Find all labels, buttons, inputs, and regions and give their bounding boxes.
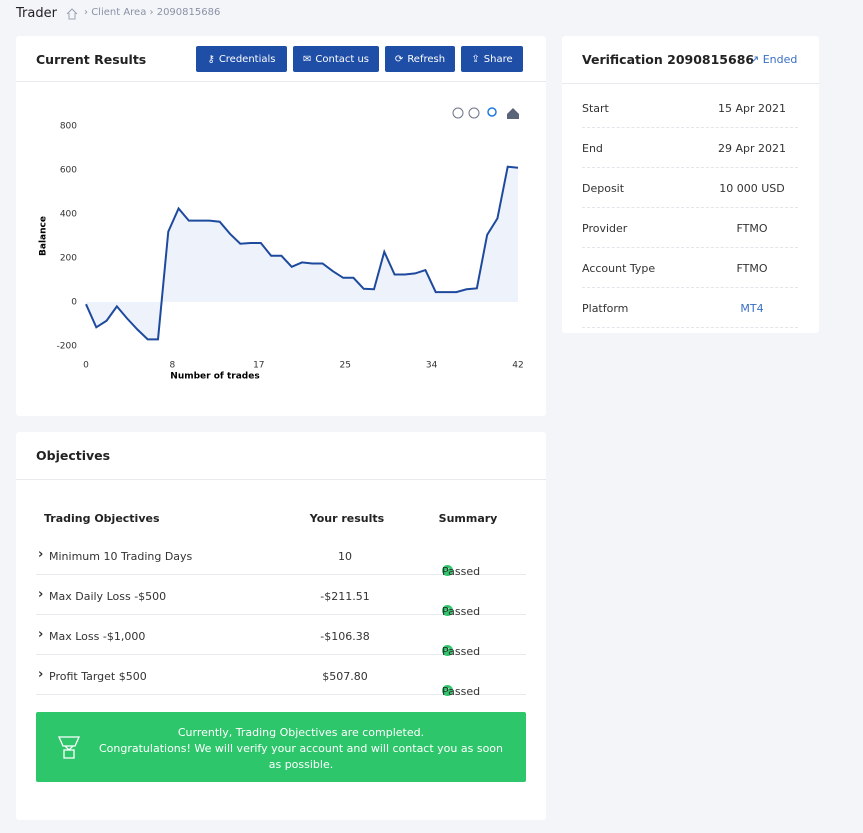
results-card: Current Results ⚷ Credentials ✉ Contact …: [16, 36, 546, 416]
info-label: Platform: [582, 302, 629, 315]
x-tick-label: 34: [426, 361, 438, 371]
chevron: ›: [38, 667, 44, 682]
info-row: Start 15 Apr 2021: [582, 88, 798, 128]
header-text: Your results: [309, 512, 385, 525]
info-value: FTMO: [736, 222, 768, 235]
objective-name: Profit Target $500: [49, 670, 147, 683]
x-tick-label: 42: [512, 361, 523, 371]
objectives-card: Objectives Trading Objectives Your resul…: [16, 432, 546, 820]
chevron: ›: [38, 547, 44, 562]
divider: [16, 81, 546, 82]
header-text: Summary: [438, 512, 498, 525]
breadcrumb: › Client Area › 2090815686: [84, 7, 221, 18]
column-header: Trading Objectives: [44, 512, 160, 525]
objective-row[interactable]: › Minimum 10 Trading Days 10 ✓ Passed: [36, 535, 526, 578]
objective-row[interactable]: › Max Daily Loss -$500 -$211.51 ✓ Passed: [36, 575, 526, 618]
chart: -200 0 200 400 600 800 0 8 17 25 34 42 Number of tra…: [39, 107, 524, 382]
zoom[interactable]: [487, 107, 497, 117]
info-value: 15 Apr 2021: [717, 102, 787, 115]
button-label: Share: [483, 53, 513, 65]
x-tick-label: 8: [170, 361, 176, 371]
info-value: FTMO: [736, 262, 768, 275]
banner-line: Congratulations! We will verify your acc…: [98, 742, 504, 771]
trophy-icon: [57, 736, 81, 759]
zoom-out[interactable]: [468, 107, 480, 119]
info-label: Provider: [582, 222, 628, 235]
status-label: Ended: [762, 53, 798, 66]
objective-result: -$211.51: [320, 590, 370, 603]
info-value: 29 Apr 2021: [717, 142, 787, 155]
y-tick-label: 800: [60, 122, 77, 132]
objective-result: 10: [338, 550, 352, 563]
objective-result: -$106.38: [320, 630, 370, 643]
y-tick-label: -200: [57, 342, 78, 352]
y-axis-label: Balance: [39, 216, 49, 256]
objective-row[interactable]: › Max Loss -$1,000 -$106.38 ✓ Passed: [36, 615, 526, 658]
info-value: 10 000 USD: [719, 182, 785, 195]
refresh-button[interactable]: ⟳ Refresh: [385, 46, 455, 72]
info-row: Platform MT4: [582, 288, 798, 328]
y-tick-label: 600: [60, 166, 77, 176]
card-title: Objectives: [36, 448, 111, 463]
reset-zoom[interactable]: [507, 108, 519, 119]
objective-name: Minimum 10 Trading Days: [49, 550, 193, 563]
page-title: Trader: [16, 6, 57, 21]
check-icon: ✓: [442, 685, 453, 696]
home-icon[interactable]: [66, 8, 78, 20]
info-row: End 29 Apr 2021: [582, 128, 798, 168]
x-tick-label: 0: [83, 361, 89, 371]
status: ↗ Ended: [750, 53, 798, 66]
x-tick-label: 25: [339, 361, 350, 371]
credentials-button[interactable]: ⚷ Credentials: [196, 46, 287, 72]
status-text: Passed: [442, 685, 481, 698]
card-title: Current Results: [36, 52, 147, 67]
divider: [16, 479, 546, 480]
y-tick-label: 400: [60, 210, 77, 220]
breadcrumb-item[interactable]: Client Area: [91, 7, 147, 18]
button-label: Refresh: [407, 53, 446, 65]
check-icon: ✓: [442, 565, 453, 576]
y-tick-label: 0: [71, 298, 77, 308]
info-value[interactable]: MT4: [740, 302, 764, 315]
button-label: Contact us: [315, 53, 370, 65]
info-label: End: [582, 142, 603, 155]
area: [86, 166, 518, 340]
chevron: ›: [38, 587, 44, 602]
y-tick-label: 200: [60, 254, 77, 264]
objective-row[interactable]: › Profit Target $500 $507.80 ✓ Passed: [36, 655, 526, 698]
info-row: Provider FTMO: [582, 208, 798, 248]
status-text: Passed: [442, 605, 481, 618]
chevron: ›: [38, 627, 44, 642]
info-row: Account Type FTMO: [582, 248, 798, 288]
banner-line: Currently, Trading Objectives are comple…: [177, 726, 425, 739]
verification-card: Verification 2090815686 ↗ Ended Start 15 …: [562, 36, 819, 333]
check-icon: ✓: [442, 645, 453, 656]
status-text: Passed: [442, 565, 481, 578]
info-row: Deposit 10 000 USD: [582, 168, 798, 208]
share-button[interactable]: ⇪ Share: [461, 46, 523, 72]
line: [85, 165, 519, 341]
x-tick-label: 17: [253, 361, 264, 371]
info-label: Account Type: [582, 262, 656, 275]
x-axis-label: Number of trades: [170, 372, 259, 382]
info-label: Start: [582, 102, 609, 115]
objective-result: $507.80: [322, 670, 368, 683]
breadcrumb-item: 2090815686: [156, 7, 221, 18]
zoom-in[interactable]: [452, 107, 464, 119]
info-label: Deposit: [582, 182, 625, 195]
card-title: Verification 2090815686: [582, 52, 755, 67]
button-label: Credentials: [218, 53, 276, 65]
status-text: Passed: [442, 645, 481, 658]
success-banner: Currently, Trading Objectives are comple…: [36, 712, 526, 782]
objective-name: Max Daily Loss -$500: [49, 590, 167, 603]
contact-button[interactable]: ✉ Contact us: [293, 46, 379, 72]
check-icon: ✓: [442, 605, 453, 616]
objective-name: Max Loss -$1,000: [49, 630, 146, 643]
divider: [562, 83, 819, 84]
